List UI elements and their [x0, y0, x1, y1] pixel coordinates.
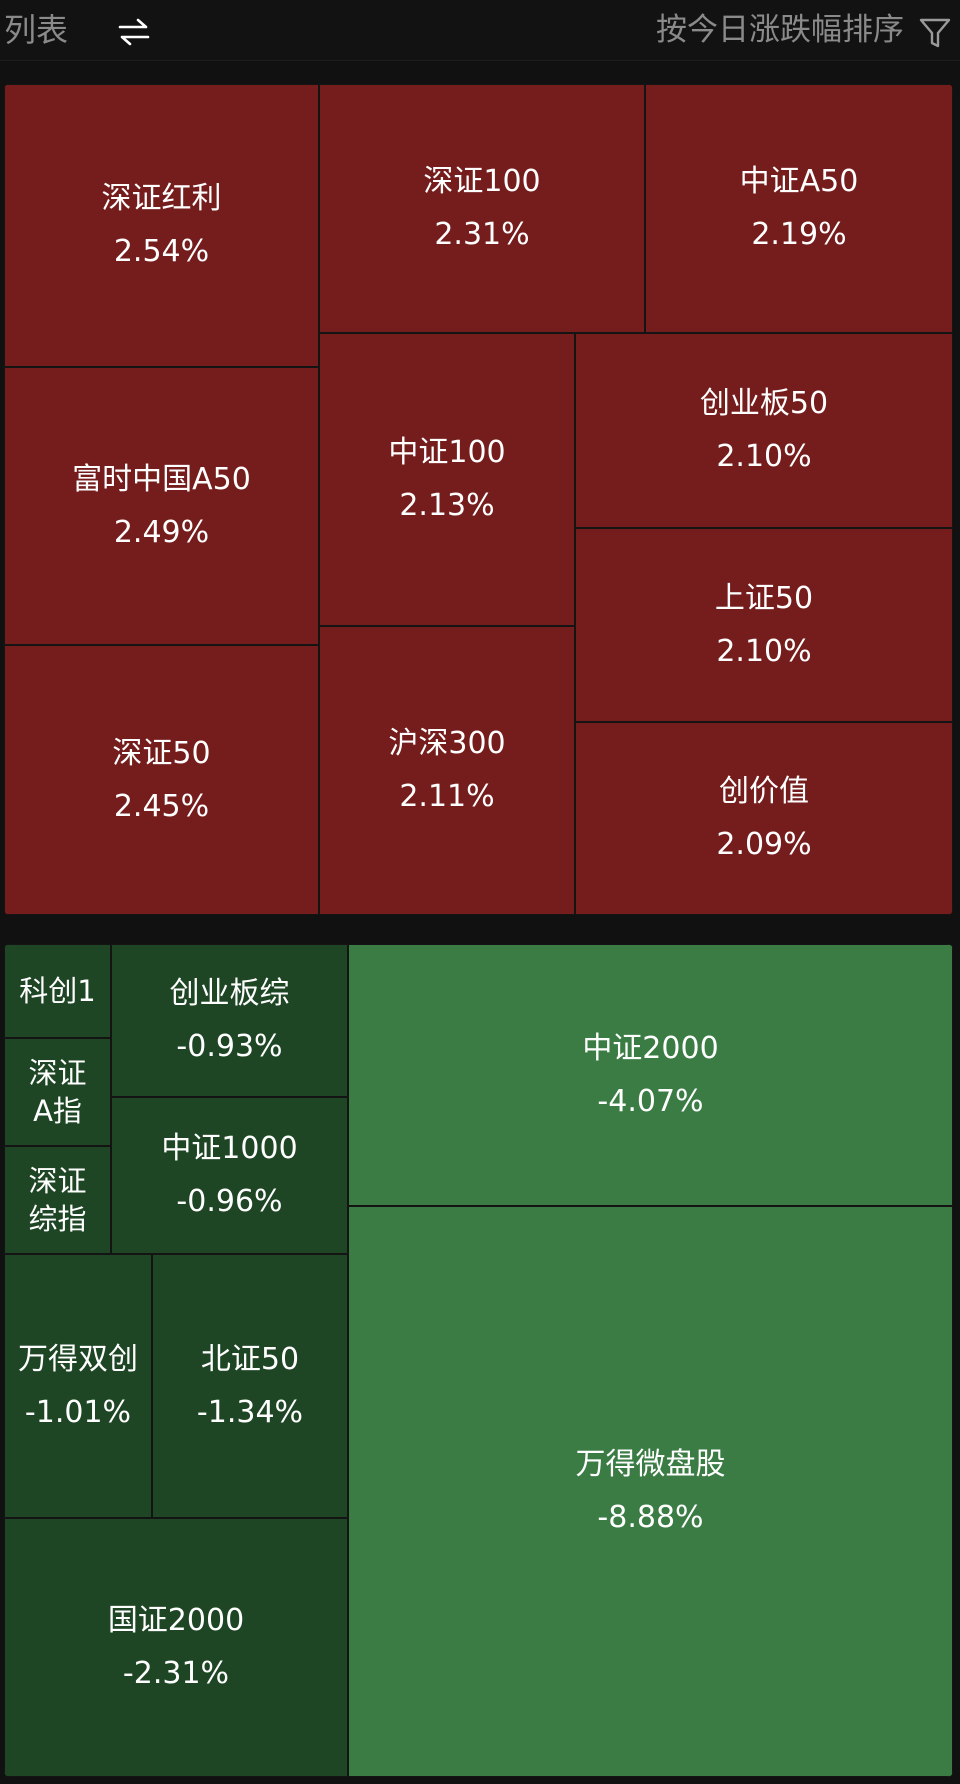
- index-tile[interactable]: 中证2000 -4.07%: [348, 944, 953, 1206]
- index-tile[interactable]: 沪深300 2.11%: [319, 626, 575, 915]
- index-change-pct: -0.96%: [176, 1184, 283, 1219]
- index-name: 深证综指: [28, 1164, 87, 1236]
- index-tile[interactable]: 国证2000 -2.31%: [4, 1518, 348, 1777]
- index-name: 创价值: [719, 774, 809, 809]
- index-tile[interactable]: 深证红利 2.54%: [4, 84, 319, 367]
- index-change-pct: 2.49%: [113, 514, 210, 550]
- index-name: 深证红利: [101, 181, 222, 216]
- index-tile[interactable]: 北证50 -1.34%: [152, 1254, 348, 1518]
- index-name: 中证2000: [582, 1030, 719, 1066]
- list-view-toggle[interactable]: 列表: [4, 11, 69, 49]
- sort-order-button[interactable]: 按今日涨跌幅排序: [656, 12, 904, 48]
- index-name: 中证100: [388, 435, 506, 470]
- index-tile[interactable]: 深证50 2.45%: [4, 645, 319, 915]
- gainers-treemap: 深证红利 2.54% 深证100 2.31% 中证A50 2.19% 富时中国A…: [4, 84, 953, 915]
- index-change-pct: 2.09%: [716, 827, 812, 862]
- index-change-pct: -0.93%: [176, 1029, 283, 1064]
- index-change-pct: -1.01%: [24, 1394, 132, 1430]
- index-name: 富时中国A50: [72, 461, 251, 497]
- index-name: 上证50: [714, 580, 814, 616]
- top-bar: 列表 按今日涨跌幅排序: [0, 0, 960, 61]
- index-change-pct: 2.11%: [399, 779, 495, 814]
- index-change-pct: 2.13%: [399, 488, 495, 523]
- index-change-pct: -1.34%: [196, 1394, 304, 1430]
- index-change-pct: 2.54%: [113, 234, 210, 269]
- index-name: 万得双创: [18, 1341, 138, 1377]
- index-name: 深证100: [423, 164, 541, 199]
- index-tile[interactable]: 创业板50 2.10%: [575, 333, 953, 528]
- index-tile[interactable]: 中证100 2.13%: [319, 333, 575, 626]
- index-tile[interactable]: 创业板综 -0.93%: [111, 944, 348, 1097]
- filter-funnel-icon[interactable]: [918, 16, 952, 50]
- index-name: 国证2000: [107, 1603, 245, 1638]
- index-change-pct: 2.10%: [716, 439, 812, 474]
- index-name: 创业板50: [699, 386, 829, 421]
- index-change-pct: 2.31%: [434, 217, 530, 252]
- index-change-pct: 2.19%: [751, 217, 847, 252]
- index-change-pct: -2.31%: [122, 1656, 230, 1691]
- index-tile[interactable]: 万得双创 -1.01%: [4, 1254, 152, 1518]
- index-name: 中证A50: [739, 164, 859, 199]
- index-change-pct: -8.88%: [597, 1500, 704, 1535]
- index-tile[interactable]: 上证50 2.10%: [575, 528, 953, 722]
- index-change-pct: 2.45%: [113, 788, 210, 824]
- index-tile[interactable]: 深证综指: [4, 1146, 111, 1254]
- index-tile[interactable]: 科创1: [4, 944, 111, 1038]
- index-tile[interactable]: 万得微盘股 -8.88%: [348, 1206, 953, 1777]
- index-name: 创业板综: [169, 976, 290, 1011]
- index-name: 中证1000: [161, 1131, 298, 1166]
- index-name: 北证50: [200, 1341, 300, 1377]
- index-name: 沪深300: [388, 726, 506, 761]
- index-name: 科创1: [19, 974, 96, 1008]
- index-change-pct: -4.07%: [597, 1083, 704, 1119]
- swap-arrows-icon[interactable]: [116, 14, 152, 50]
- index-tile[interactable]: 深证100 2.31%: [319, 84, 645, 333]
- index-tile[interactable]: 深证A指: [4, 1038, 111, 1146]
- index-tile[interactable]: 中证A50 2.19%: [645, 84, 953, 333]
- index-name: 深证A指: [28, 1056, 87, 1128]
- index-tile[interactable]: 创价值 2.09%: [575, 722, 953, 915]
- index-tile[interactable]: 富时中国A50 2.49%: [4, 367, 319, 645]
- index-tile[interactable]: 中证1000 -0.96%: [111, 1097, 348, 1254]
- index-name: 深证50: [112, 735, 211, 771]
- index-change-pct: 2.10%: [716, 633, 812, 669]
- index-name: 万得微盘股: [575, 1447, 726, 1482]
- losers-treemap: 科创1 深证A指 深证综指 创业板综 -0.93% 中证1000 -0.96% …: [4, 944, 953, 1777]
